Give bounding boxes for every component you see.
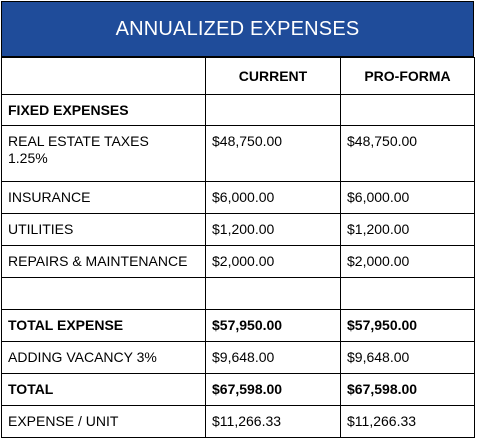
row-current: $11,266.33 — [205, 405, 341, 438]
row-proforma: $1,200.00 — [340, 213, 475, 246]
row-label: UTILITIES — [1, 213, 206, 246]
row-label: TOTAL EXPENSE — [1, 309, 206, 342]
empty-cell — [205, 277, 341, 310]
section-heading: FIXED EXPENSES — [1, 94, 206, 126]
total-row: TOTAL $67,598.00 $67,598.00 — [1, 373, 475, 406]
row-proforma: $6,000.00 — [340, 181, 475, 214]
row-label: EXPENSE / UNIT — [1, 405, 206, 438]
row-label: TOTAL — [1, 373, 206, 406]
total-expense-row: TOTAL EXPENSE $57,950.00 $57,950.00 — [1, 309, 475, 342]
row-current: $9,648.00 — [205, 341, 341, 374]
header-current: CURRENT — [205, 57, 341, 95]
row-proforma: $48,750.00 — [340, 125, 475, 182]
row-proforma: $57,950.00 — [340, 309, 475, 342]
table-row: REPAIRS & MAINTENANCE $2,000.00 $2,000.0… — [1, 245, 475, 278]
table-row: INSURANCE $6,000.00 $6,000.00 — [1, 181, 475, 214]
row-label: INSURANCE — [1, 181, 206, 214]
row-proforma: $9,648.00 — [340, 341, 475, 374]
row-current: $2,000.00 — [205, 245, 341, 278]
section-row: FIXED EXPENSES — [1, 94, 475, 126]
row-label-line2: 1.25% — [8, 150, 48, 166]
vacancy-row: ADDING VACANCY 3% $9,648.00 $9,648.00 — [1, 341, 475, 374]
row-label: REAL ESTATE TAXES 1.25% — [1, 125, 206, 182]
per-unit-row: EXPENSE / UNIT $11,266.33 $11,266.33 — [1, 405, 475, 438]
row-current: $48,750.00 — [205, 125, 341, 182]
empty-cell — [340, 277, 475, 310]
row-current: $57,950.00 — [205, 309, 341, 342]
expenses-table: CURRENT PRO-FORMA FIXED EXPENSES REAL ES… — [1, 57, 475, 438]
row-current: $1,200.00 — [205, 213, 341, 246]
row-current: $6,000.00 — [205, 181, 341, 214]
empty-cell — [340, 94, 475, 126]
row-label: REPAIRS & MAINTENANCE — [1, 245, 206, 278]
row-current: $67,598.00 — [205, 373, 341, 406]
row-proforma: $11,266.33 — [340, 405, 475, 438]
header-row: CURRENT PRO-FORMA — [1, 57, 475, 95]
row-proforma: $67,598.00 — [340, 373, 475, 406]
row-label-line1: REAL ESTATE TAXES — [8, 133, 149, 149]
table-row: REAL ESTATE TAXES 1.25% $48,750.00 $48,7… — [1, 125, 475, 182]
row-proforma: $2,000.00 — [340, 245, 475, 278]
empty-cell — [205, 94, 341, 126]
table-row: UTILITIES $1,200.00 $1,200.00 — [1, 213, 475, 246]
header-label-cell — [1, 57, 206, 95]
empty-cell — [1, 277, 206, 310]
row-label: ADDING VACANCY 3% — [1, 341, 206, 374]
header-proforma: PRO-FORMA — [340, 57, 475, 95]
table-title: ANNUALIZED EXPENSES — [1, 1, 474, 57]
blank-row — [1, 277, 475, 310]
